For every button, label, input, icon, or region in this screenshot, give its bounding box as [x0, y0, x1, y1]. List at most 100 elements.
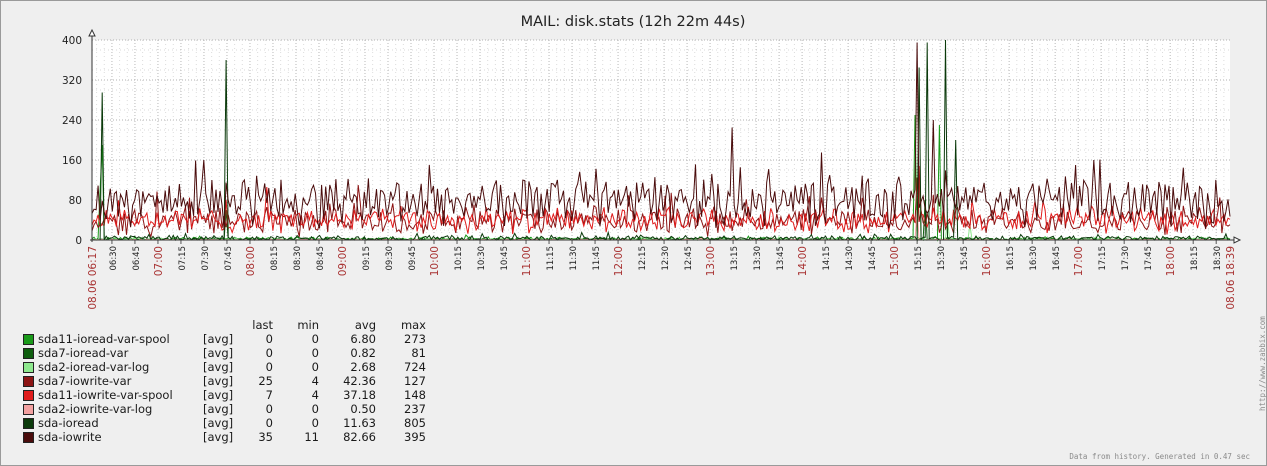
legend-last: 25	[258, 374, 273, 388]
legend-min: 4	[311, 388, 319, 402]
x-start-label: 08.06 06:17	[87, 246, 99, 310]
y-tick-label: 80	[69, 195, 82, 207]
side-url: http://www.zabbix.com	[1258, 316, 1267, 411]
x-tick-label: 17:00	[1073, 246, 1085, 276]
x-tick-label: 15:45	[960, 246, 970, 271]
y-tick-label: 320	[62, 75, 82, 87]
x-tick-label: 17:15	[1098, 246, 1108, 271]
x-tick-label: 09:15	[362, 246, 372, 271]
legend-last: 0	[265, 346, 273, 360]
x-tick-label: 16:45	[1052, 246, 1062, 271]
legend-swatch	[23, 404, 34, 415]
y-tick-label: 240	[62, 115, 82, 127]
legend-max: 81	[411, 346, 426, 360]
x-tick-label: 13:45	[776, 246, 786, 271]
x-tick-label: 17:30	[1121, 246, 1131, 271]
x-tick-label: 11:00	[521, 246, 533, 276]
x-tick-label: 15:15	[914, 246, 924, 271]
x-tick-label: 09:45	[408, 246, 418, 271]
legend-min: 0	[311, 346, 319, 360]
legend-max: 805	[404, 416, 426, 430]
x-tick-label: 07:45	[224, 246, 234, 271]
x-tick-label: 11:15	[546, 246, 556, 271]
y-tick-label: 0	[75, 235, 82, 247]
legend-swatch	[23, 432, 34, 443]
x-tick-label: 09:30	[385, 246, 395, 271]
x-tick-label: 18:15	[1190, 246, 1200, 271]
legend-name: sda11-iowrite-var-spool	[38, 388, 173, 402]
legend-swatch	[23, 390, 34, 401]
legend-swatch	[23, 376, 34, 387]
legend-func: [avg]	[203, 346, 234, 360]
legend-name: sda7-iowrite-var	[38, 374, 132, 388]
legend-avg: 0.50	[350, 402, 376, 416]
legend-min: 0	[311, 416, 319, 430]
legend-max: 237	[404, 402, 426, 416]
x-tick-label: 13:00	[705, 246, 717, 276]
legend-func: [avg]	[203, 332, 234, 346]
x-tick-label: 11:45	[592, 246, 602, 271]
legend-swatch	[23, 334, 34, 345]
legend-func: [avg]	[203, 402, 234, 416]
legend-min: 0	[311, 402, 319, 416]
legend-last: 0	[265, 332, 273, 346]
x-tick-label: 07:15	[178, 246, 188, 271]
generated-footer: Data from history. Generated in 0.47 sec	[1069, 452, 1250, 461]
x-tick-label: 06:45	[132, 246, 142, 271]
y-axis-arrow	[88, 28, 96, 37]
x-tick-label: 12:00	[613, 246, 625, 276]
legend-max: 724	[404, 360, 426, 374]
x-tick-label: 16:00	[981, 246, 993, 276]
x-tick-label: 13:15	[730, 246, 740, 271]
series-line-sda7-iowrite-var	[91, 177, 1231, 239]
legend-func: [avg]	[203, 374, 234, 388]
legend-header-last: last	[252, 318, 273, 332]
legend-name: sda-iowrite	[38, 430, 102, 444]
x-tick-label: 10:30	[477, 246, 487, 271]
legend-name: sda2-ioread-var-log	[38, 360, 150, 374]
series-line-sda-iowrite	[91, 42, 1231, 231]
x-tick-label: 16:15	[1006, 246, 1016, 271]
x-tick-label: 14:00	[797, 246, 809, 276]
x-tick-label: 15:30	[937, 246, 947, 271]
legend-max: 148	[404, 388, 426, 402]
x-axis-arrow	[1233, 236, 1242, 244]
legend-min: 4	[311, 374, 319, 388]
x-end-label: 08.06 18:39	[1225, 246, 1237, 310]
x-tick-label: 09:00	[337, 246, 349, 276]
legend-min: 0	[311, 332, 319, 346]
x-tick-label: 13:30	[753, 246, 763, 271]
legend-max: 395	[404, 430, 426, 444]
y-tick-label: 400	[62, 35, 82, 47]
legend-max: 273	[404, 332, 426, 346]
legend-name: sda11-ioread-var-spool	[38, 332, 170, 346]
legend-avg: 82.66	[343, 430, 376, 444]
x-tick-label: 12:30	[661, 246, 671, 271]
x-tick-label: 07:00	[153, 246, 165, 276]
legend-last: 0	[265, 360, 273, 374]
x-tick-label: 17:45	[1144, 246, 1154, 271]
x-tick-label: 14:45	[868, 246, 878, 271]
legend-func: [avg]	[203, 416, 234, 430]
legend-func: [avg]	[203, 388, 234, 402]
x-tick-label: 07:30	[201, 246, 211, 271]
x-tick-label: 12:15	[638, 246, 648, 271]
x-tick-label: 08:00	[245, 246, 257, 276]
legend-name: sda7-ioread-var	[38, 346, 129, 360]
legend-min: 11	[304, 430, 319, 444]
x-tick-label: 10:45	[500, 246, 510, 271]
x-tick-label: 18:30	[1213, 246, 1223, 271]
plot-area	[92, 40, 1230, 240]
legend-func: [avg]	[203, 430, 234, 444]
legend-avg: 11.63	[343, 416, 376, 430]
legend-name: sda2-iowrite-var-log	[38, 402, 153, 416]
legend-name: sda-ioread	[38, 416, 99, 430]
legend-header-avg: avg	[354, 318, 376, 332]
chart-title: MAIL: disk.stats (12h 22m 44s)	[521, 14, 746, 30]
legend-header-max: max	[400, 318, 426, 332]
legend-swatch	[23, 348, 34, 359]
legend-header-min: min	[297, 318, 319, 332]
x-tick-label: 06:30	[109, 246, 119, 271]
series-line-sda11-iowrite-var-spool	[91, 165, 1231, 235]
